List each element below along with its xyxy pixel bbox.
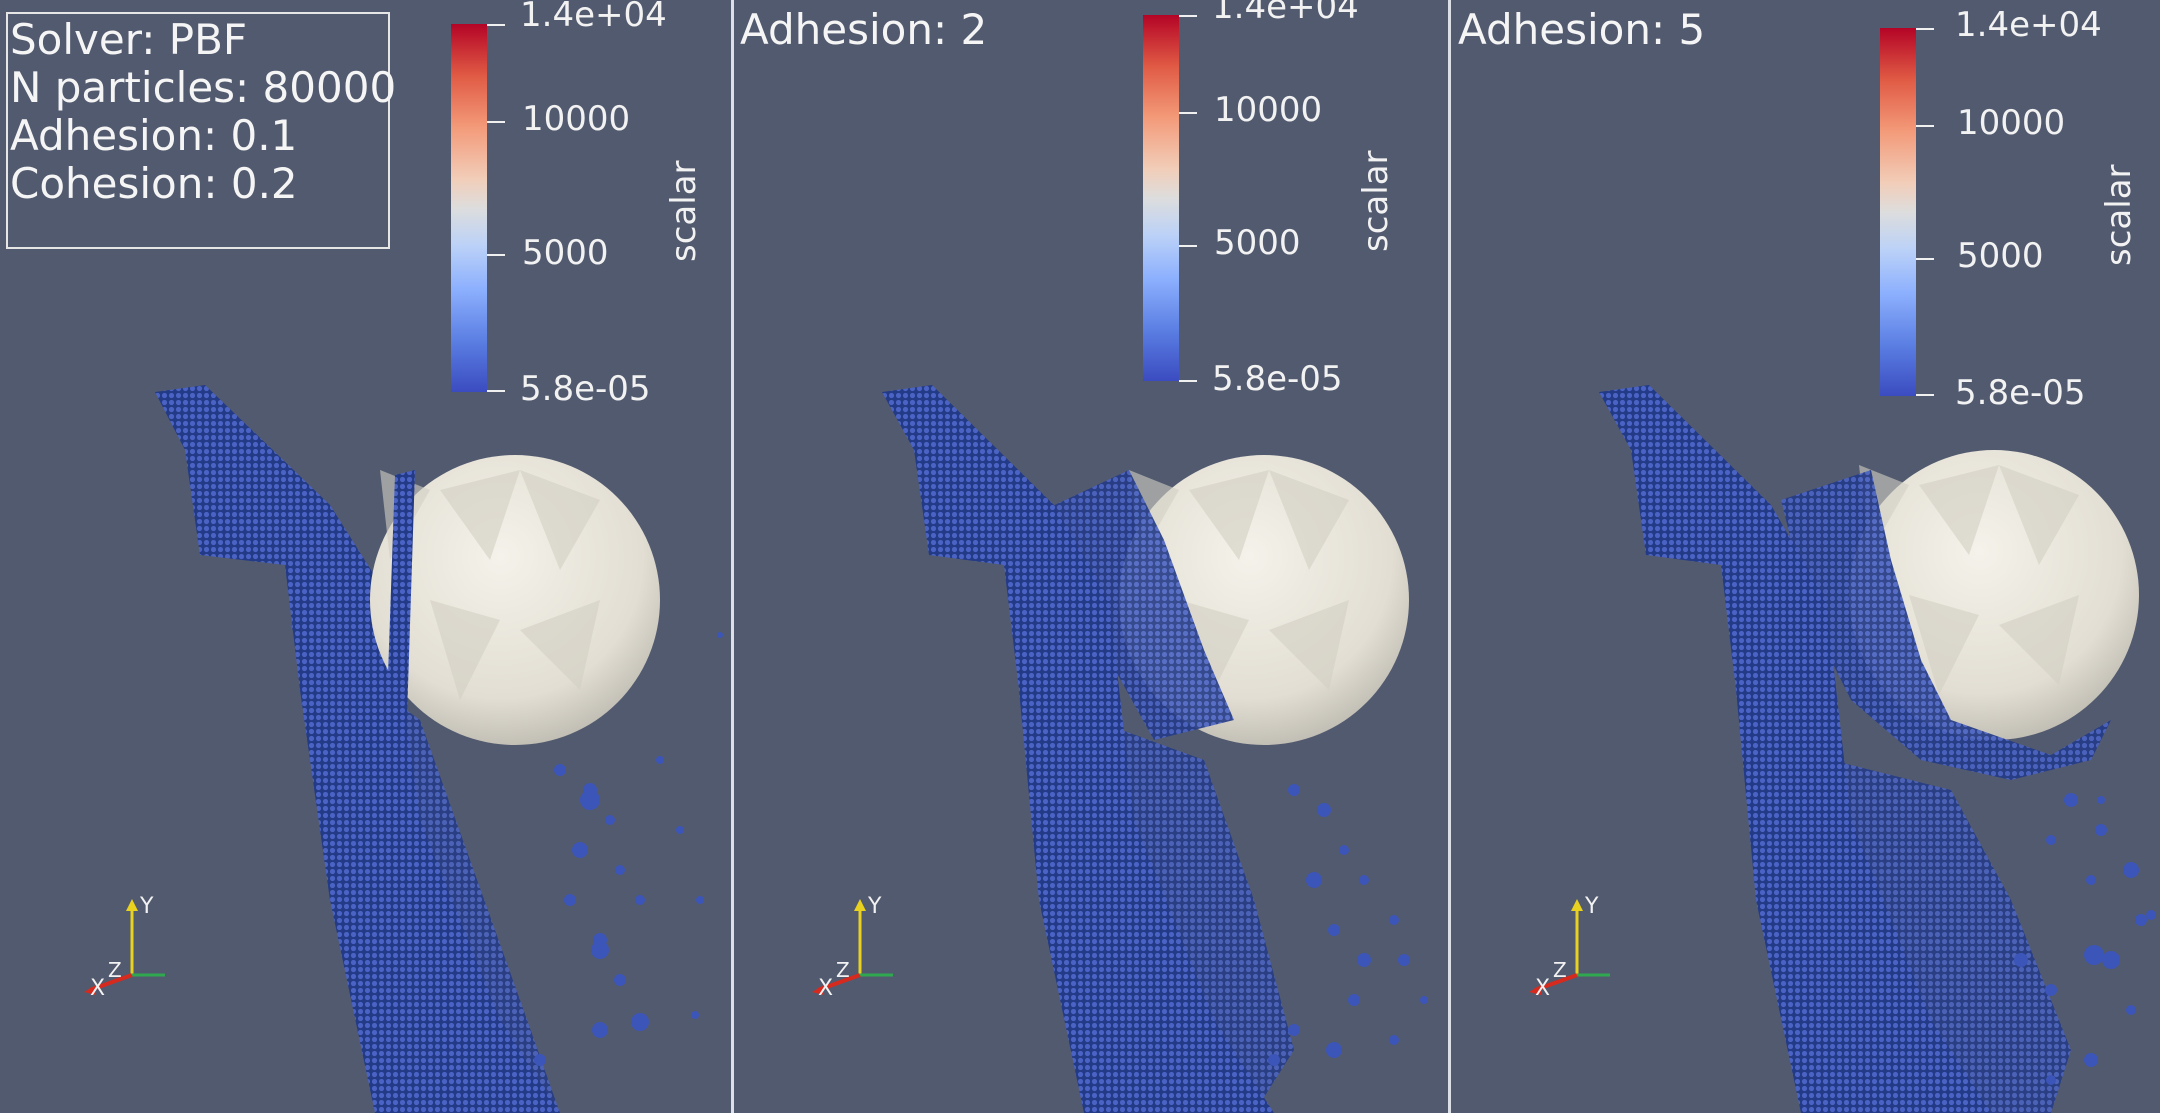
colorbar-tick xyxy=(1179,380,1197,382)
colorbar-tick xyxy=(487,24,505,26)
orientation-axes: Y Z X xyxy=(1525,894,1615,1001)
colorbar-min-label: 5.8e-05 xyxy=(520,369,651,409)
colorbar-max-label: 1.4e+04 xyxy=(1212,0,1359,27)
colorbar-max-label: 1.4e+04 xyxy=(520,0,667,35)
particle-scene[interactable] xyxy=(734,0,1448,1113)
x-axis-label: X xyxy=(818,976,833,1001)
colorbar-tick-label: 10000 xyxy=(522,99,631,139)
particle-count-label: N particles: 80000 xyxy=(10,63,397,112)
viewport-middle[interactable]: Adhesion: 2 1.4e+04 10000 5000 5.8e-05 s… xyxy=(734,0,1448,1113)
viewport-right[interactable]: Adhesion: 5 1.4e+04 10000 5000 5.8e-05 s… xyxy=(1451,0,2160,1113)
colorbar-gradient xyxy=(1880,28,1916,396)
colorbar-max-label: 1.4e+04 xyxy=(1955,5,2102,45)
viewport-left[interactable]: Solver: PBF N particles: 80000 Adhesion:… xyxy=(0,0,731,1113)
colorbar-tick xyxy=(487,254,505,256)
sphere xyxy=(370,455,660,745)
colorbar-tick xyxy=(1916,258,1934,260)
colorbar-title: scalar xyxy=(2099,164,2139,266)
colorbar-tick xyxy=(487,121,505,123)
particle-scene[interactable] xyxy=(1451,0,2160,1113)
z-axis-label: Z xyxy=(836,958,850,982)
solver-label: Solver: PBF xyxy=(10,15,248,64)
adhesion-label: Adhesion: 0.1 xyxy=(10,111,298,160)
colorbar-tick xyxy=(1179,112,1197,114)
colorbar-tick xyxy=(1179,15,1197,17)
colorbar-tick-label: 10000 xyxy=(1214,90,1323,130)
colorbar-title: scalar xyxy=(1356,150,1396,252)
y-axis-label: Y xyxy=(867,894,882,919)
colorbar-tick xyxy=(1916,28,1934,30)
colorbar-tick-label: 10000 xyxy=(1957,103,2066,143)
colorbar-title: scalar xyxy=(664,160,704,262)
cohesion-label: Cohesion: 0.2 xyxy=(10,159,298,208)
colorbar-tick xyxy=(1179,245,1197,247)
solver-info-box: Solver: PBF N particles: 80000 Adhesion:… xyxy=(6,12,397,249)
y-axis-label: Y xyxy=(1584,894,1599,919)
viewport-title: Adhesion: 5 xyxy=(1458,5,1706,54)
colorbar-tick xyxy=(487,390,505,392)
z-axis-label: Z xyxy=(108,958,122,982)
y-axis-label: Y xyxy=(139,894,154,919)
colorbar-tick-label: 5000 xyxy=(1214,223,1301,263)
colorbar-tick xyxy=(1916,125,1934,127)
orientation-axes: Y Z X xyxy=(808,894,898,1001)
x-axis-label: X xyxy=(90,976,105,1001)
colorbar-tick-label: 5000 xyxy=(1957,236,2044,276)
colorbar-min-label: 5.8e-05 xyxy=(1955,373,2086,413)
colorbar-tick-label: 5000 xyxy=(522,233,609,273)
colorbar-gradient xyxy=(451,24,487,392)
viewport-divider[interactable] xyxy=(731,0,734,1113)
x-axis-label: X xyxy=(1535,976,1550,1001)
viewport-title: Adhesion: 2 xyxy=(740,5,988,54)
z-axis-label: Z xyxy=(1553,958,1567,982)
orientation-axes: Y Z X xyxy=(80,894,170,1001)
viewport-divider[interactable] xyxy=(1448,0,1451,1113)
colorbar-min-label: 5.8e-05 xyxy=(1212,359,1343,399)
particle-scene[interactable] xyxy=(0,0,731,1113)
colorbar-tick xyxy=(1916,394,1934,396)
colorbar-gradient xyxy=(1143,15,1179,381)
